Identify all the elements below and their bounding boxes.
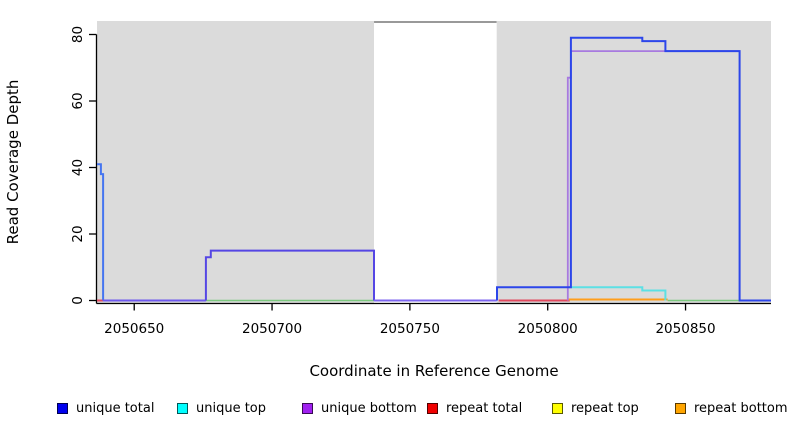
legend-item-unique-bottom: unique bottom bbox=[302, 399, 417, 417]
unique-total-spike-left bbox=[97, 163, 105, 301]
y-tick-label: 0 bbox=[70, 296, 86, 305]
unique-total-main bbox=[496, 36, 771, 302]
x-tick-label: 2050650 bbox=[104, 321, 164, 337]
x-tick-label: 2050750 bbox=[380, 321, 440, 337]
legend-item-repeat-total: repeat total bbox=[427, 399, 522, 417]
legend-label: unique top bbox=[196, 400, 267, 416]
y-axis-title: Read Coverage Depth bbox=[4, 79, 22, 245]
repeat-top-swatch-icon bbox=[552, 402, 563, 414]
legend-item-unique-total: unique total bbox=[57, 399, 154, 417]
repeat-bottom-swatch-icon bbox=[675, 402, 686, 414]
legend-label: repeat bottom bbox=[694, 400, 788, 416]
repeat-total-swatch-icon bbox=[427, 402, 438, 414]
y-tick-label: 40 bbox=[70, 159, 86, 176]
x-tick-label: 2050700 bbox=[242, 321, 302, 337]
legend-label: unique bottom bbox=[321, 400, 417, 416]
y-tick-label: 60 bbox=[70, 92, 86, 109]
x-axis-title: Coordinate in Reference Genome bbox=[309, 362, 559, 380]
y-tick-label: 20 bbox=[70, 225, 86, 242]
y-tick-label: 80 bbox=[70, 26, 86, 43]
covered-region-left bbox=[97, 21, 375, 304]
unique-top-swatch-icon bbox=[177, 402, 188, 414]
legend-item-repeat-top: repeat top bbox=[552, 399, 639, 417]
x-tick-label: 2050850 bbox=[655, 321, 715, 337]
unique-top-line bbox=[567, 286, 667, 301]
legend-item-unique-top: unique top bbox=[177, 399, 266, 417]
covered-region-right bbox=[496, 21, 771, 304]
legend-label: unique total bbox=[76, 400, 155, 416]
uncovered-gap bbox=[374, 21, 497, 304]
unique-total-swatch-icon bbox=[57, 402, 68, 414]
unique-bottom-swatch-icon bbox=[302, 402, 313, 414]
legend: unique total unique top unique bottom repea… bbox=[0, 399, 792, 423]
unique-total-plateau bbox=[204, 249, 375, 301]
legend-label: repeat total bbox=[446, 400, 523, 416]
x-tick-label: 2050800 bbox=[518, 321, 578, 337]
legend-label: repeat top bbox=[571, 400, 639, 416]
legend-item-repeat-bottom: repeat bottom bbox=[675, 399, 788, 417]
